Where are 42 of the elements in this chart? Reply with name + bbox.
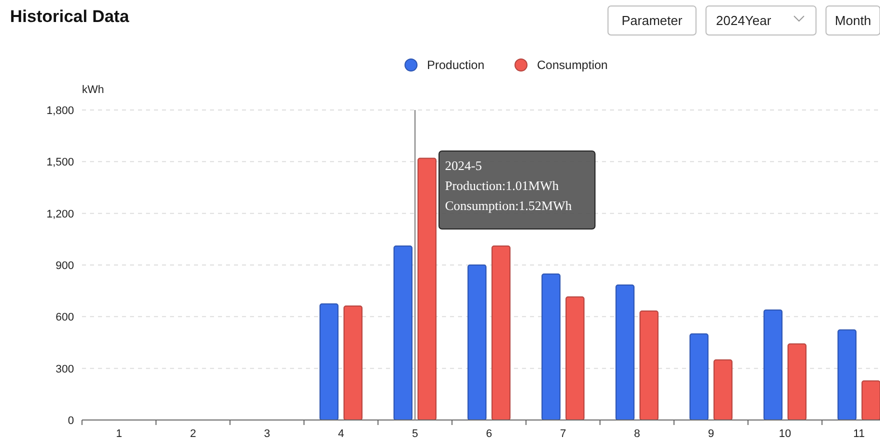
- dropdown: 2024Year: [706, 6, 816, 36]
- bar: [714, 359, 732, 420]
- button: Parameter: [608, 6, 696, 36]
- x-tick-label: 9: [708, 428, 714, 440]
- bar: [838, 329, 856, 420]
- button: Month: [826, 6, 880, 36]
- y-tick-label: 1,200: [46, 208, 74, 220]
- y-tick-label: 900: [56, 260, 74, 272]
- y-axis-title: kWh: [82, 84, 104, 96]
- bar: [764, 309, 782, 420]
- y-tick-label: 1,800: [46, 105, 74, 117]
- x-tick-label: 1: [116, 428, 122, 440]
- bar: [566, 296, 584, 420]
- bar: [492, 246, 510, 420]
- bar: [862, 380, 880, 420]
- x-tick-label: 2: [190, 428, 196, 440]
- legend-label: Production: [427, 58, 484, 72]
- annotation: 2024-5 Production:1.01MWh Consumption:1.52MWh: [445, 158, 572, 213]
- y-tick-label: 0: [68, 415, 74, 427]
- x-tick-label: 4: [338, 428, 344, 440]
- bar: [640, 310, 658, 420]
- x-tick-label: 10: [778, 428, 792, 440]
- bar: [320, 303, 338, 420]
- x-tick-label: 3: [264, 428, 270, 440]
- x-tick-label: 5: [412, 428, 418, 440]
- bar: [690, 333, 708, 420]
- x-tick-label: 6: [486, 428, 492, 440]
- y-tick-label: 1,500: [46, 156, 74, 169]
- bar: [344, 305, 362, 420]
- x-tick-label: 7: [560, 428, 566, 440]
- bar: [418, 158, 436, 420]
- x-tick-label: 8: [634, 428, 640, 440]
- bar: [542, 273, 560, 420]
- legend-label: Consumption: [537, 58, 608, 72]
- bar: [788, 343, 806, 420]
- bar: [616, 284, 634, 420]
- bar: [394, 246, 412, 420]
- y-tick-label: 600: [56, 312, 74, 324]
- chart-title: Historical Data: [10, 7, 130, 26]
- y-tick-label: 300: [56, 363, 74, 376]
- x-tick-label: 11: [853, 428, 865, 440]
- bar: [468, 264, 486, 420]
